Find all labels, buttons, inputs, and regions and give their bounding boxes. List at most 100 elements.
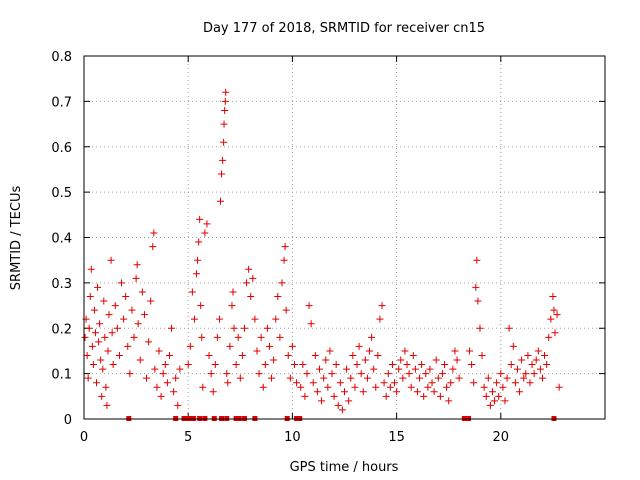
data-point: [403, 361, 411, 369]
data-point: [372, 383, 380, 391]
data-point: [221, 106, 229, 114]
data-point: [138, 288, 146, 296]
data-point: [430, 388, 438, 396]
data-point: [253, 347, 261, 355]
data-point: [441, 361, 449, 369]
data-point: [393, 388, 401, 396]
data-point: [230, 324, 238, 332]
x-tick-label: 10: [284, 430, 301, 445]
data-point: [153, 383, 161, 391]
x-tick-label: 0: [80, 430, 88, 445]
data-point: [201, 229, 209, 237]
data-point: [409, 351, 417, 359]
data-point: [197, 302, 205, 310]
data-point: [102, 383, 110, 391]
data-point: [190, 315, 198, 323]
data-point: [113, 324, 121, 332]
data-point: [484, 374, 492, 382]
data-point: [405, 370, 413, 378]
data-point: [288, 342, 296, 350]
data-point: [488, 388, 496, 396]
data-point: [551, 329, 559, 337]
data-point: [96, 320, 104, 328]
data-point: [81, 333, 89, 341]
data-point: [547, 315, 555, 323]
data-point: [150, 229, 158, 237]
data-point: [229, 288, 237, 296]
data-point: [305, 302, 313, 310]
data-point: [413, 388, 421, 396]
data-point: [499, 383, 507, 391]
data-point: [424, 383, 432, 391]
data-point: [378, 302, 386, 310]
data-point: [407, 383, 415, 391]
data-point: [172, 374, 180, 382]
data-point: [93, 379, 101, 387]
data-point: [355, 342, 363, 350]
data-point: [284, 351, 292, 359]
data-point: [147, 297, 155, 305]
data-point: [447, 379, 455, 387]
data-point: [281, 243, 289, 251]
x-tick-label: 15: [388, 430, 405, 445]
data-point: [218, 170, 226, 178]
data-point: [168, 324, 176, 332]
data-point: [553, 311, 561, 319]
data-point: [326, 347, 334, 355]
data-point: [184, 361, 192, 369]
data-point: [219, 156, 227, 164]
data-point: [528, 361, 536, 369]
data-point: [518, 356, 526, 364]
data-point: [503, 374, 511, 382]
data-point: [497, 370, 505, 378]
y-tick-label: 0.8: [51, 50, 72, 65]
data-point: [299, 361, 307, 369]
data-point: [203, 220, 211, 228]
data-point: [205, 351, 213, 359]
data-point: [95, 338, 103, 346]
data-point: [217, 197, 225, 205]
data-point: [272, 315, 280, 323]
data-point: [368, 333, 376, 341]
data-point: [524, 351, 532, 359]
y-tick-label: 0: [64, 413, 72, 428]
data-point: [426, 365, 434, 373]
data-point: [434, 374, 442, 382]
data-point: [445, 397, 453, 405]
data-point: [495, 392, 503, 400]
data-point: [543, 361, 551, 369]
data-point: [320, 374, 328, 382]
data-point: [359, 388, 367, 396]
data-point: [353, 361, 361, 369]
data-point: [513, 365, 521, 373]
data-point: [278, 279, 286, 287]
data-point: [140, 311, 148, 319]
data-point: [428, 379, 436, 387]
data-point: [468, 361, 476, 369]
data-point: [472, 283, 480, 291]
data-point: [334, 401, 342, 409]
data-point: [318, 397, 326, 405]
data-point: [130, 333, 138, 341]
y-tick-label: 0.3: [51, 277, 72, 292]
data-point: [374, 351, 382, 359]
data-point: [149, 243, 157, 251]
data-point: [311, 351, 319, 359]
data-point: [297, 383, 305, 391]
data-point: [134, 320, 142, 328]
data-point: [133, 261, 141, 269]
y-tick-label: 0.7: [51, 95, 72, 110]
data-point: [255, 370, 263, 378]
data-point: [222, 88, 230, 96]
data-point: [193, 270, 201, 278]
data-point: [478, 351, 486, 359]
data-point: [293, 379, 301, 387]
y-tick-label: 0.5: [51, 186, 72, 201]
data-point: [376, 315, 384, 323]
data-point: [532, 356, 540, 364]
data-point: [157, 392, 165, 400]
data-point: [236, 374, 244, 382]
data-point: [522, 370, 530, 378]
data-point: [391, 379, 399, 387]
data-point: [395, 365, 403, 373]
